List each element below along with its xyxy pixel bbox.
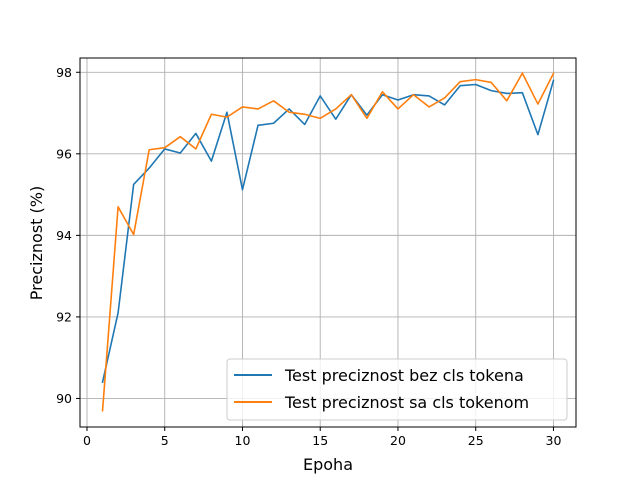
x-tick-label: 15: [312, 433, 328, 448]
x-tick-label: 25: [468, 433, 484, 448]
series-layer: [101, 72, 555, 412]
x-tick-label: 5: [161, 433, 169, 448]
y-axis-label: Preciznost (%): [27, 186, 46, 300]
y-tick-label: 92: [56, 309, 72, 324]
plot-frame: [79, 57, 577, 428]
ticks: 0 5 10 15 20 25 30 90 92 94 96 98: [56, 65, 561, 448]
grid: [80, 58, 576, 427]
legend-box: [226, 358, 568, 421]
y-tick-label: 96: [56, 146, 72, 161]
x-tick-label: 0: [83, 433, 91, 448]
y-tick-label: 94: [56, 228, 72, 243]
x-tick-label: 20: [390, 433, 406, 448]
legend-label-series-2: Test preciznost sa cls tokenom: [284, 393, 529, 412]
y-tick-label: 98: [56, 65, 72, 80]
x-axis-label: Epoha: [303, 455, 353, 474]
series-line-2: [101, 72, 555, 412]
y-tick-label: 90: [56, 391, 72, 406]
legend: Test preciznost bez cls tokena Test prec…: [226, 358, 568, 421]
legend-label-series-1: Test preciznost bez cls tokena: [284, 366, 524, 385]
x-tick-label: 10: [235, 433, 251, 448]
x-tick-label: 30: [546, 433, 562, 448]
series-line-1: [101, 79, 555, 384]
